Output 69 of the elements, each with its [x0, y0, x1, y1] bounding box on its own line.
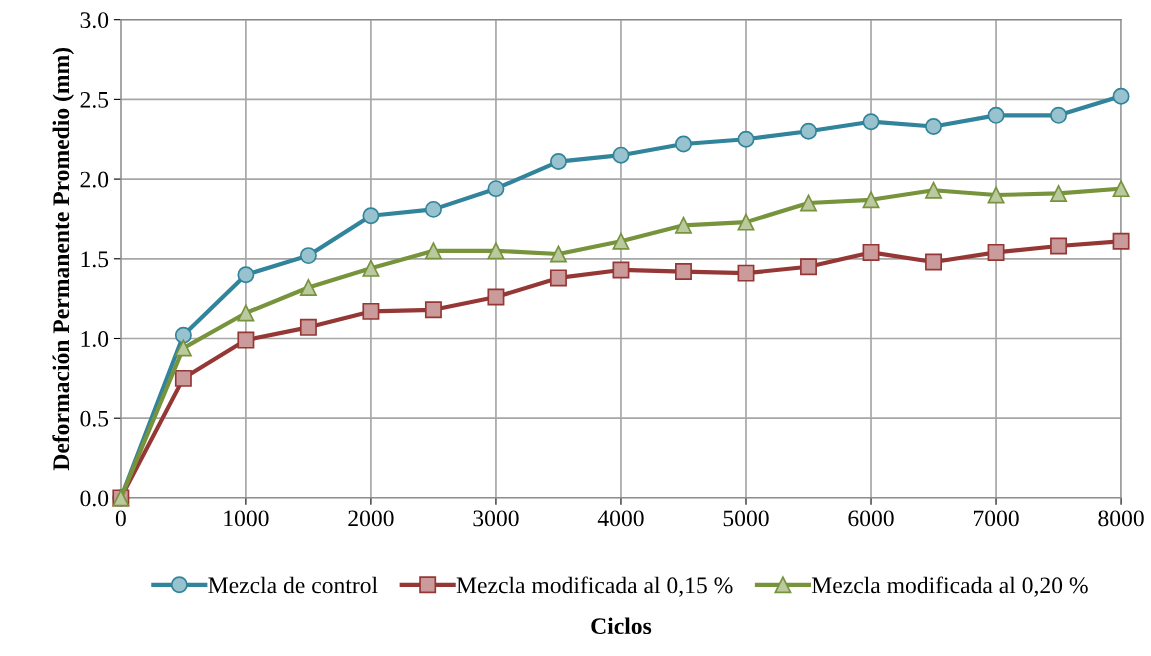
point: [612, 146, 630, 164]
point: [299, 279, 317, 296]
point: [737, 130, 755, 148]
point: [1112, 232, 1130, 250]
point: [487, 180, 505, 198]
point: [737, 264, 755, 282]
legend-label: Mezcla modificada al 0,20 %: [811, 576, 1088, 597]
point: [362, 259, 380, 277]
point: [987, 186, 1005, 204]
point: [237, 331, 255, 349]
y-tick-label: 1.0: [81, 330, 109, 348]
x-tick-label: 1000: [224, 510, 269, 527]
point: [549, 153, 567, 171]
point: [549, 245, 567, 263]
point: [362, 302, 380, 320]
x-tick-label: 0: [115, 510, 126, 527]
y-tick-label: 0.5: [80, 410, 109, 427]
point: [862, 243, 880, 261]
x-axis-title: Ciclos: [591, 617, 652, 635]
point: [1050, 237, 1068, 255]
legend-label: Mezcla modificada al 0,15 %: [456, 576, 733, 597]
point: [800, 258, 817, 276]
point: [987, 243, 1005, 261]
point: [987, 106, 1005, 124]
point: [925, 181, 943, 199]
point: [424, 301, 442, 319]
point: [362, 207, 380, 225]
point: [487, 288, 505, 306]
point: [487, 242, 505, 260]
point: [862, 113, 880, 131]
y-tick-label: 0.0: [80, 490, 109, 507]
x-tick-label: 6000: [848, 510, 894, 527]
point: [174, 326, 192, 344]
y-tick-label: 3.0: [80, 12, 109, 29]
point: [1050, 106, 1068, 124]
x-tick-label: 2000: [348, 510, 394, 527]
point: [800, 122, 817, 140]
point: [549, 269, 567, 287]
y-tick-label: 2.5: [80, 91, 109, 108]
point: [424, 242, 442, 260]
x-tick-label: 5000: [723, 510, 769, 527]
point: [174, 339, 192, 357]
point: [675, 135, 692, 153]
point: [174, 369, 192, 387]
x-tick-label: 8000: [1098, 510, 1144, 527]
point: [424, 200, 442, 218]
point: [237, 266, 255, 284]
point: [237, 304, 255, 322]
point: [675, 216, 692, 234]
legend-label: Mezcla de control: [208, 576, 378, 594]
y-axis-title: Deformación Permanente Promedio (mm): [52, 47, 74, 471]
point: [675, 263, 692, 281]
point: [862, 191, 880, 209]
point: [800, 194, 817, 212]
point: [1050, 184, 1068, 202]
x-tick-label: 4000: [597, 510, 644, 527]
point: [737, 213, 755, 231]
y-tick-label: 1.5: [81, 251, 109, 268]
point: [1112, 180, 1130, 198]
x-tick-label: 3000: [473, 510, 519, 527]
point: [925, 253, 943, 271]
point: [612, 261, 630, 279]
point: [925, 118, 943, 135]
x-tick-label: 7000: [973, 510, 1019, 527]
point: [299, 247, 317, 265]
point: [299, 318, 317, 336]
point: [1112, 87, 1130, 105]
point: [612, 232, 630, 250]
y-tick-label: 2.0: [80, 171, 109, 188]
